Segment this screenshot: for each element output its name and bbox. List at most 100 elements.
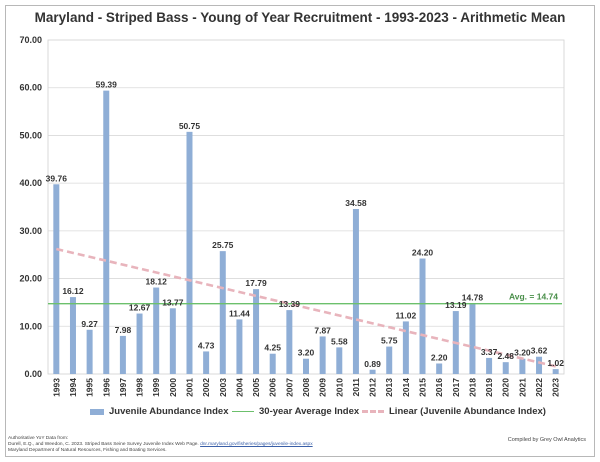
bar-data-label: 16.12	[62, 286, 84, 296]
bar-data-label: 18.12	[146, 277, 168, 287]
bar-juvenile-index	[486, 357, 493, 374]
legend-label-linear-trend: Linear (Juvenile Abundance Index)	[389, 406, 546, 417]
x-tick-label: 1996	[101, 378, 111, 397]
x-tick-label: 2000	[168, 378, 178, 397]
bar-data-label: 11.02	[395, 310, 416, 320]
chart-title: Maryland - Striped Bass - Young of Year …	[34, 10, 566, 25]
x-tick-label: 2004	[234, 378, 244, 397]
bar-juvenile-index	[469, 303, 476, 374]
x-tick-label: 2017	[451, 378, 461, 397]
bar-data-label: 24.20	[412, 248, 434, 258]
x-tick-label: 2009	[318, 378, 328, 397]
bar-data-label: 13.39	[279, 299, 301, 309]
bar-data-label: 7.98	[115, 325, 132, 335]
bar-juvenile-index	[69, 297, 76, 374]
x-tick-label: 2016	[434, 378, 444, 397]
source-link[interactable]: dnr.maryland.gov/fisheries/pages/juvenil…	[200, 442, 313, 448]
bar-data-label: 13.77	[162, 297, 184, 307]
x-tick-label: 2018	[467, 378, 477, 397]
bar-juvenile-index	[386, 346, 393, 374]
bar-data-label: 5.75	[381, 336, 398, 346]
source-department: Maryland Department of Natural Resources…	[8, 448, 167, 454]
bar-juvenile-index	[236, 319, 243, 374]
bar-juvenile-index	[136, 313, 143, 374]
x-tick-label: 2015	[418, 378, 428, 397]
bar-data-label: 25.75	[212, 240, 234, 250]
legend-item-linear-trend: Linear (Juvenile Abundance Index)	[362, 406, 546, 417]
source-citation: Durell, E.Q., and Weedon, C. 2023. Strip…	[8, 442, 199, 448]
bar-juvenile-index	[186, 131, 193, 374]
legend-swatch-trendline	[362, 410, 384, 413]
y-tick-label: 50.00	[19, 130, 42, 140]
bar-juvenile-index	[536, 356, 543, 374]
y-tick-label: 60.00	[19, 83, 42, 93]
bar-juvenile-index	[436, 363, 443, 374]
bar-data-label: 1.02	[547, 358, 564, 368]
y-tick-label: 40.00	[19, 178, 42, 188]
linear-trendline	[56, 247, 556, 368]
y-tick-label: 70.00	[19, 35, 42, 45]
bar-data-label: 50.75	[179, 121, 201, 131]
x-tick-label: 1999	[151, 378, 161, 397]
bar-juvenile-index	[269, 353, 276, 374]
bar-data-label: 59.39	[96, 80, 118, 90]
x-tick-label: 2022	[534, 378, 544, 397]
x-tick-label: 1994	[68, 378, 78, 397]
bar-data-label: 3.37	[481, 347, 498, 357]
bar-data-label: 12.67	[129, 303, 151, 313]
x-tick-label: 2023	[551, 378, 561, 397]
bar-data-label: 4.73	[198, 340, 215, 350]
x-tick-label: 1997	[118, 378, 128, 397]
bar-data-label: 11.44	[229, 308, 250, 318]
bar-data-label: 2.20	[431, 353, 448, 363]
bar-data-label: 4.25	[264, 343, 281, 353]
x-tick-label: 2008	[301, 378, 311, 397]
bar-juvenile-index	[319, 336, 326, 374]
bar-juvenile-index	[86, 329, 93, 374]
bar-juvenile-index	[103, 90, 110, 375]
bar-juvenile-index	[203, 351, 210, 374]
y-tick-label: 20.00	[19, 274, 42, 284]
bar-data-label: 3.20	[298, 348, 315, 358]
x-tick-label: 2019	[484, 378, 494, 397]
x-tick-label: 2012	[368, 378, 378, 397]
x-tick-label: 2014	[401, 378, 411, 397]
x-tick-label: 2011	[351, 378, 361, 397]
y-tick-label: 0.00	[24, 369, 42, 379]
y-tick-label: 30.00	[19, 226, 42, 236]
bar-data-label: 3.20	[514, 348, 531, 358]
bar-juvenile-index	[402, 321, 409, 374]
bar-data-label: 34.58	[345, 198, 367, 208]
legend-swatch-average-line	[232, 411, 254, 412]
x-tick-label: 2021	[517, 378, 527, 397]
bar-data-label: 9.27	[81, 319, 98, 329]
bar-juvenile-index	[169, 308, 176, 374]
average-annotation: Avg. = 14.74	[509, 292, 558, 302]
bar-data-label: 13.19	[445, 300, 467, 310]
legend-item-juvenile-index: Juvenile Abundance Index	[90, 406, 228, 417]
bar-juvenile-index	[303, 358, 309, 374]
x-tick-label: 1993	[51, 378, 61, 397]
bar-juvenile-index	[53, 184, 60, 374]
legend-swatch-bar	[90, 408, 104, 415]
x-tick-label: 2007	[284, 378, 294, 397]
bar-data-label: 5.58	[331, 336, 348, 346]
bar-juvenile-index	[119, 335, 126, 374]
chart-legend: Juvenile Abundance Index 30-year Average…	[0, 406, 600, 420]
bar-data-label: 39.76	[46, 173, 68, 183]
x-tick-label: 2003	[218, 378, 228, 397]
compiled-by: Compiled by Grey Owl Analytics	[507, 437, 586, 443]
bar-data-label: 17.79	[245, 278, 267, 288]
x-tick-label: 2006	[268, 378, 278, 397]
bar-juvenile-index	[369, 369, 376, 374]
bar-juvenile-index	[502, 362, 509, 374]
x-tick-label: 2005	[251, 378, 261, 397]
bar-data-label: 14.78	[462, 292, 484, 302]
bar-data-label: 7.87	[314, 325, 331, 335]
x-tick-label: 1998	[135, 378, 145, 397]
bar-juvenile-index	[419, 258, 426, 374]
bar-data-label: 2.48	[497, 351, 514, 361]
legend-item-30-year-average: 30-year Average Index	[232, 406, 359, 417]
bar-juvenile-index	[336, 347, 343, 374]
